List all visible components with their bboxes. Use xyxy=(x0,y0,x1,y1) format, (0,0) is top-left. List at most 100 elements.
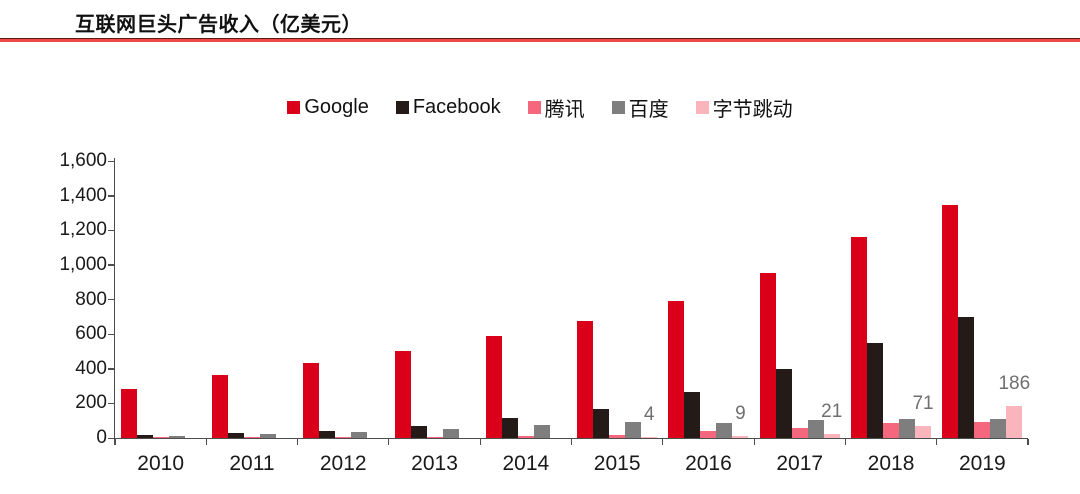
legend-label-facebook: Facebook xyxy=(412,96,501,118)
x-axis-tick xyxy=(1027,439,1029,446)
bar-slot-baidu-2011 xyxy=(259,161,276,438)
bar-slot-baidu-2015 xyxy=(625,161,642,438)
data-label-bytedance-2019: 186 xyxy=(998,372,1031,394)
bar-slot-baidu-2019 xyxy=(990,161,1007,438)
legend-label-baidu: 百度 xyxy=(628,99,669,121)
bar-cluster-2013 xyxy=(389,161,480,438)
x-axis-label-2016: 2016 xyxy=(685,452,732,475)
x-axis-label-2013: 2013 xyxy=(411,452,458,475)
y-axis-label-1200: 1,200 xyxy=(59,219,107,241)
bar-slot-tencent-2010 xyxy=(152,161,169,438)
legend-swatch-baidu xyxy=(611,101,625,114)
bar-slot-google-2012 xyxy=(303,161,320,438)
bar-slot-tencent-2014 xyxy=(517,161,534,438)
bar-tencent-2019 xyxy=(974,422,991,438)
data-label-bytedance-2018: 71 xyxy=(912,392,934,414)
y-axis-tick xyxy=(108,402,115,405)
bar-google-2012 xyxy=(303,362,320,438)
legend-item-tencent: 腾讯 xyxy=(527,93,585,122)
title-underline xyxy=(0,38,1080,42)
bar-cluster-2016: 9 xyxy=(663,161,754,438)
bar-baidu-2013 xyxy=(442,429,459,438)
bar-slot-facebook-2017 xyxy=(775,161,792,438)
bar-slot-facebook-2019 xyxy=(958,161,975,438)
bar-bytedance-2018 xyxy=(915,425,932,438)
y-axis-label-1400: 1,400 xyxy=(59,184,107,206)
bar-slot-baidu-2012 xyxy=(351,161,368,438)
legend-label-google: Google xyxy=(304,96,369,118)
bar-tencent-2010 xyxy=(152,437,169,438)
y-axis-label-800: 800 xyxy=(75,288,107,310)
bar-facebook-2019 xyxy=(958,317,975,438)
y-axis-tick xyxy=(108,333,115,336)
legend-item-bytedance: 字节跳动 xyxy=(695,93,793,122)
bar-google-2019 xyxy=(942,204,959,438)
bar-google-2010 xyxy=(120,389,137,438)
bar-slot-facebook-2015 xyxy=(593,161,610,438)
x-axis-label-2010: 2010 xyxy=(137,452,184,475)
legend-item-baidu: 百度 xyxy=(611,93,669,122)
bar-baidu-2019 xyxy=(990,419,1007,438)
bar-google-2016 xyxy=(668,300,685,438)
bar-slot-baidu-2018 xyxy=(899,161,916,438)
bar-slot-bytedance-2018: 71 xyxy=(912,161,934,438)
legend-swatch-google xyxy=(287,101,301,114)
bar-slot-facebook-2012 xyxy=(319,161,336,438)
legend-label-tencent: 腾讯 xyxy=(544,99,585,121)
bar-tencent-2013 xyxy=(426,436,443,438)
x-axis-label-2011: 2011 xyxy=(229,452,275,475)
figure-title: 互联网巨头广告收入（亿美元） xyxy=(75,14,362,36)
y-axis-label-1000: 1,000 xyxy=(59,253,107,275)
x-axis-tick xyxy=(844,439,846,446)
bar-facebook-2015 xyxy=(593,408,610,438)
y-axis-tick xyxy=(108,299,115,301)
bar-cluster-2017: 21 xyxy=(754,161,845,438)
bar-slot-bytedance-2019: 186 xyxy=(998,161,1030,438)
x-axis-tick xyxy=(662,439,664,446)
bar-slot-bytedance-2013 xyxy=(459,161,475,438)
bar-slot-bytedance-2011 xyxy=(276,161,292,438)
bar-slot-tencent-2016 xyxy=(700,161,717,438)
bar-slot-bytedance-2016: 9 xyxy=(732,161,749,438)
bar-tencent-2018 xyxy=(883,422,900,438)
y-axis-label-600: 600 xyxy=(75,323,107,345)
bar-slot-tencent-2011 xyxy=(243,161,260,438)
bar-cluster-2015: 4 xyxy=(572,161,663,438)
bar-slot-bytedance-2015: 4 xyxy=(641,161,658,438)
bar-slot-google-2011 xyxy=(211,161,228,438)
bar-slot-google-2010 xyxy=(120,161,137,438)
x-axis-tick xyxy=(297,439,299,446)
bar-tencent-2016 xyxy=(700,431,717,438)
bar-cluster-2012 xyxy=(298,161,389,438)
x-axis-tick xyxy=(388,439,390,446)
y-axis-tick xyxy=(108,264,115,266)
x-axis-tick xyxy=(753,439,755,446)
bar-tencent-2012 xyxy=(335,437,352,438)
bar-slot-facebook-2011 xyxy=(227,161,244,438)
bar-slot-tencent-2013 xyxy=(426,161,443,438)
bar-slot-tencent-2012 xyxy=(335,161,352,438)
x-axis-tick xyxy=(114,439,116,446)
y-axis-label-0: 0 xyxy=(96,427,107,448)
bar-tencent-2017 xyxy=(791,428,808,438)
x-axis-label-2017: 2017 xyxy=(776,452,824,475)
bar-baidu-2011 xyxy=(259,434,276,438)
bar-facebook-2017 xyxy=(775,368,792,438)
bar-cluster-2019: 186 xyxy=(937,161,1030,438)
y-axis-tick xyxy=(108,195,115,197)
bar-baidu-2017 xyxy=(807,420,824,438)
bar-slot-baidu-2016 xyxy=(716,161,733,438)
y-axis-tick xyxy=(108,437,115,439)
legend-label-bytedance: 字节跳动 xyxy=(712,99,793,121)
bar-tencent-2014 xyxy=(517,435,534,438)
legend-swatch-bytedance xyxy=(695,101,709,114)
bar-slot-baidu-2013 xyxy=(442,161,459,438)
bar-baidu-2012 xyxy=(351,431,368,438)
chart-legend: Google Facebook 腾讯 百度 字节跳动 xyxy=(0,93,1080,122)
bar-slot-google-2017 xyxy=(759,161,776,438)
bar-google-2011 xyxy=(211,374,228,438)
x-axis-label-2019: 2019 xyxy=(958,452,1006,475)
x-axis-label-2018: 2018 xyxy=(867,452,915,475)
x-axis-tick xyxy=(479,439,481,446)
